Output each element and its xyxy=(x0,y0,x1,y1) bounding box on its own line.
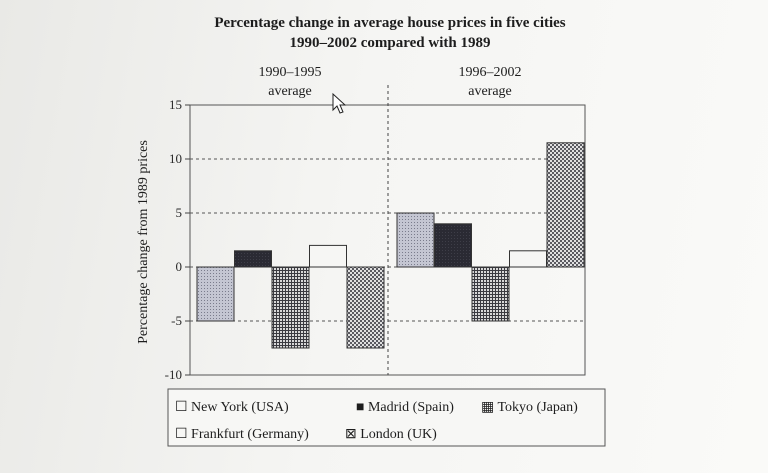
bar-tokyo-1 xyxy=(271,266,310,349)
bar-madrid-1 xyxy=(234,250,272,268)
bar-new-1 xyxy=(196,266,235,322)
y-axis-label: Percentage change from 1989 prices xyxy=(136,140,151,344)
period-label-2-line1: 1996–2002 xyxy=(459,65,522,80)
period-label-1-line2: average xyxy=(268,84,312,99)
y-tick-label: -10 xyxy=(165,367,182,382)
y-tick-label: -5 xyxy=(171,313,182,328)
chart-title: Percentage change in average house price… xyxy=(214,15,565,31)
period-label-1-line1: 1990–1995 xyxy=(259,65,322,80)
legend-entry-london: ⊠ London (UK) xyxy=(345,427,437,442)
legend: ☐ New York (USA) ■ Madrid (Spain) ▦ Tokyo … xyxy=(175,400,578,442)
legend-entry-frankfurt: ☐ Frankfurt (Germany) xyxy=(175,427,309,442)
bar-frankfurt-1 xyxy=(309,244,347,268)
chart-subtitle: 1990–2002 compared with 1989 xyxy=(290,35,491,51)
bar-frankfurt-2 xyxy=(509,250,547,268)
legend-entry-new: ☐ New York (USA) xyxy=(175,400,289,415)
bar-london-1 xyxy=(346,266,385,349)
legend-box xyxy=(167,388,606,447)
mouse-pointer-icon xyxy=(332,92,347,114)
legend-entry-tokyo: ▦ Tokyo (Japan) xyxy=(481,400,578,415)
bar-tokyo-2 xyxy=(471,266,510,322)
bar-london-2 xyxy=(546,142,585,268)
y-tick-label: 10 xyxy=(169,151,182,166)
y-axis-ticks: 15 10 5 0 -5 -10 xyxy=(165,97,190,382)
y-tick-label: 0 xyxy=(176,259,183,274)
bar-madrid-2 xyxy=(434,223,472,268)
y-tick-label: 15 xyxy=(169,97,182,112)
bar-new-2 xyxy=(396,212,435,268)
period-label-2-line2: average xyxy=(468,84,512,99)
legend-entry-madrid: ■ Madrid (Spain) xyxy=(356,400,454,415)
bars xyxy=(196,142,585,349)
y-tick-label: 5 xyxy=(176,205,183,220)
